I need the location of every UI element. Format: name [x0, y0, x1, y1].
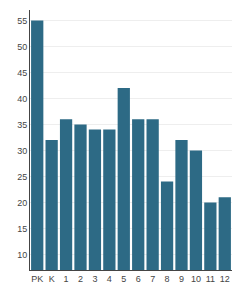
svg-text:10: 10: [17, 250, 27, 260]
svg-text:1: 1: [64, 274, 69, 284]
svg-text:3: 3: [92, 274, 97, 284]
svg-text:50: 50: [17, 42, 27, 52]
svg-text:7: 7: [150, 274, 155, 284]
svg-text:4: 4: [107, 274, 112, 284]
svg-text:35: 35: [17, 120, 27, 130]
svg-text:55: 55: [17, 16, 27, 26]
svg-text:40: 40: [17, 94, 27, 104]
svg-text:6: 6: [136, 274, 141, 284]
svg-text:20: 20: [17, 198, 27, 208]
svg-text:5: 5: [121, 274, 126, 284]
svg-text:PK: PK: [31, 274, 43, 284]
svg-text:9: 9: [179, 274, 184, 284]
svg-text:K: K: [49, 274, 55, 284]
svg-text:45: 45: [17, 68, 27, 78]
svg-text:2: 2: [78, 274, 83, 284]
svg-text:10: 10: [191, 274, 201, 284]
svg-text:30: 30: [17, 146, 27, 156]
svg-text:11: 11: [206, 274, 215, 284]
svg-text:12: 12: [220, 274, 230, 284]
svg-text:25: 25: [17, 172, 27, 182]
svg-text:15: 15: [17, 224, 27, 234]
svg-text:8: 8: [165, 274, 170, 284]
